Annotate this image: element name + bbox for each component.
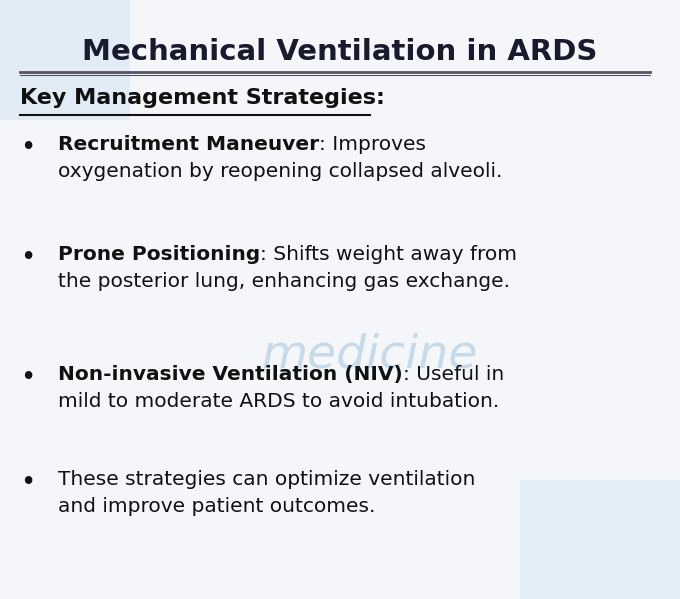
Text: Prone Positioning: Prone Positioning <box>58 245 260 264</box>
Text: •: • <box>20 135 35 161</box>
Bar <box>0 0 130 120</box>
Bar <box>520 480 680 599</box>
Text: •: • <box>20 470 35 496</box>
Text: •: • <box>20 245 35 271</box>
Text: Mechanical Ventilation in ARDS: Mechanical Ventilation in ARDS <box>82 38 598 66</box>
Text: : Useful in: : Useful in <box>403 365 504 384</box>
Text: Key Management Strategies:: Key Management Strategies: <box>20 88 385 108</box>
Text: and improve patient outcomes.: and improve patient outcomes. <box>58 497 375 516</box>
Text: These strategies can optimize ventilation: These strategies can optimize ventilatio… <box>58 470 475 489</box>
Text: •: • <box>20 365 35 391</box>
Text: oxygenation by reopening collapsed alveoli.: oxygenation by reopening collapsed alveo… <box>58 162 503 181</box>
Text: : Improves: : Improves <box>319 135 426 154</box>
Text: mild to moderate ARDS to avoid intubation.: mild to moderate ARDS to avoid intubatio… <box>58 392 499 411</box>
Text: the posterior lung, enhancing gas exchange.: the posterior lung, enhancing gas exchan… <box>58 272 510 291</box>
Text: : Shifts weight away from: : Shifts weight away from <box>260 245 517 264</box>
Text: medicine: medicine <box>262 332 478 377</box>
Text: Non-invasive Ventilation (NIV): Non-invasive Ventilation (NIV) <box>58 365 403 384</box>
Text: Recruitment Maneuver: Recruitment Maneuver <box>58 135 319 154</box>
